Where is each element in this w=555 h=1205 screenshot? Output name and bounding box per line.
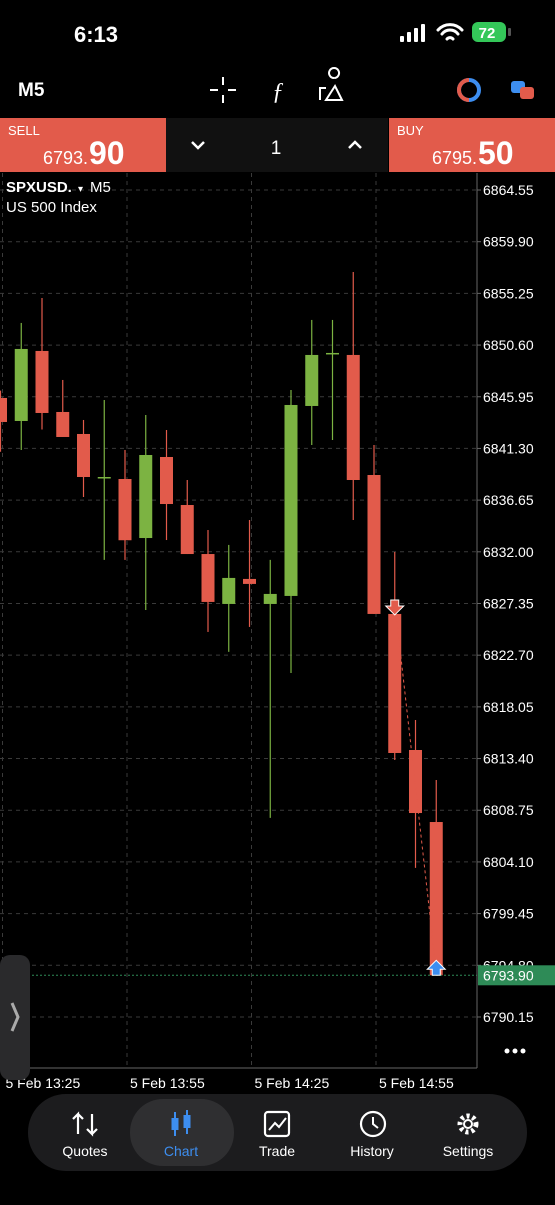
candle-body — [180, 505, 194, 555]
sell-button[interactable] — [0, 118, 166, 172]
more-button[interactable] — [504, 1048, 526, 1054]
trade-icon-part — [520, 87, 534, 99]
price-tag — [478, 965, 555, 986]
y-tick-label: 6855.25 — [483, 285, 534, 301]
battery-level: 72 — [479, 25, 496, 42]
chart-subtitle: US 500 Index — [6, 199, 97, 216]
history-hands — [372, 1117, 379, 1129]
account-icon-half — [457, 78, 470, 102]
candle-body — [429, 822, 443, 976]
y-tick-label: 6827.35 — [483, 595, 534, 611]
tab-bar — [28, 1094, 527, 1171]
indicators-icon[interactable]: ƒ — [272, 79, 284, 105]
candle-body — [326, 352, 339, 355]
sell-price-main: 6793. — [43, 148, 88, 168]
y-tick-label: 6818.05 — [483, 699, 534, 715]
y-tick-label: 6813.40 — [483, 751, 534, 767]
tab-label[interactable]: Chart — [164, 1143, 198, 1159]
y-tick-label: 6845.95 — [483, 389, 534, 405]
candle-body — [97, 477, 111, 479]
candle-body — [0, 397, 7, 422]
tab-label[interactable]: Quotes — [62, 1143, 107, 1159]
candle-body — [14, 348, 28, 421]
y-tick-label: 6864.55 — [483, 182, 534, 198]
y-tick-label: 6808.75 — [483, 802, 534, 818]
volume[interactable]: 1 — [271, 138, 282, 159]
candle-body — [139, 454, 153, 539]
volume-down[interactable] — [191, 141, 205, 150]
settings-hub — [463, 1119, 473, 1129]
y-tick-label: 6822.70 — [483, 647, 534, 663]
side-handle-arrow — [10, 1002, 20, 1032]
y-tick-label: 6850.60 — [483, 337, 534, 353]
signal-icon — [400, 24, 425, 42]
y-tick-label: 6859.90 — [483, 234, 534, 250]
side-handle[interactable] — [0, 955, 30, 1080]
crosshair-icon[interactable] — [210, 77, 236, 103]
grid — [0, 173, 477, 1068]
candle-body — [160, 456, 173, 505]
buy-price-main: 6795. — [432, 148, 477, 168]
candle-body — [409, 749, 422, 814]
battery-tip — [508, 28, 511, 36]
x-tick-label: 5 Feb 14:25 — [255, 1075, 330, 1091]
candle-body — [118, 479, 132, 541]
deal-arrow — [426, 959, 447, 976]
candle-body — [284, 404, 298, 596]
buy-label: BUY — [397, 123, 424, 138]
candle-body — [35, 350, 49, 413]
y-tick-label: 6790.15 — [483, 1009, 534, 1025]
trade-tab-icon — [263, 1110, 291, 1138]
price-label: 6793.90 — [483, 967, 534, 983]
history-icon — [359, 1110, 387, 1138]
trade-tab-line — [268, 1117, 287, 1131]
x-tick-label: 5 Feb 13:55 — [130, 1075, 205, 1091]
y-tick-label: 6799.45 — [483, 906, 534, 922]
clock: 6:13 — [74, 22, 118, 47]
active-tab-bg — [130, 1099, 234, 1166]
candle-body — [56, 411, 70, 437]
symbol-dropdown[interactable]: ▾ — [78, 184, 83, 195]
tabs: Quotes Chart Trade History Settings — [62, 1143, 493, 1159]
tab-label[interactable]: History — [350, 1143, 394, 1159]
volume-up[interactable] — [348, 140, 362, 149]
candle-body — [222, 577, 236, 604]
candles — [0, 272, 443, 976]
candle-body — [305, 354, 319, 406]
settings-icon — [457, 1113, 479, 1135]
sell-label: SELL — [8, 123, 40, 138]
y-tick-label: 6832.00 — [483, 544, 534, 560]
quotes-icon — [72, 1111, 98, 1137]
timeframe-button[interactable]: M5 — [18, 80, 45, 101]
tab-label[interactable]: Settings — [443, 1143, 494, 1159]
candle-body — [201, 554, 215, 602]
deal-arrow — [384, 599, 405, 616]
battery-icon — [472, 22, 506, 42]
candle-body — [388, 613, 402, 753]
y-tick-label: 6804.10 — [483, 854, 534, 870]
candle-body — [243, 578, 256, 584]
candle-body — [263, 593, 277, 604]
objects-icon[interactable] — [319, 67, 344, 101]
x-tick-label: 5 Feb 14:55 — [379, 1075, 454, 1091]
chart-icon — [171, 1110, 191, 1136]
wifi-icon — [436, 23, 464, 41]
tab-label[interactable]: Trade — [259, 1143, 295, 1159]
chart-timeframe: M5 — [90, 179, 111, 196]
deal-link — [396, 619, 437, 972]
y-tick-label: 6836.65 — [483, 492, 534, 508]
y-tick-label: 6841.30 — [483, 440, 534, 456]
buy-button[interactable] — [389, 118, 555, 172]
candle-body — [77, 433, 90, 478]
symbol: SPXUSD. — [6, 179, 72, 196]
buy-price-big: 50 — [478, 135, 514, 171]
sell-price-big: 90 — [89, 135, 125, 171]
candle-body — [367, 475, 381, 614]
candle-body — [346, 354, 360, 481]
